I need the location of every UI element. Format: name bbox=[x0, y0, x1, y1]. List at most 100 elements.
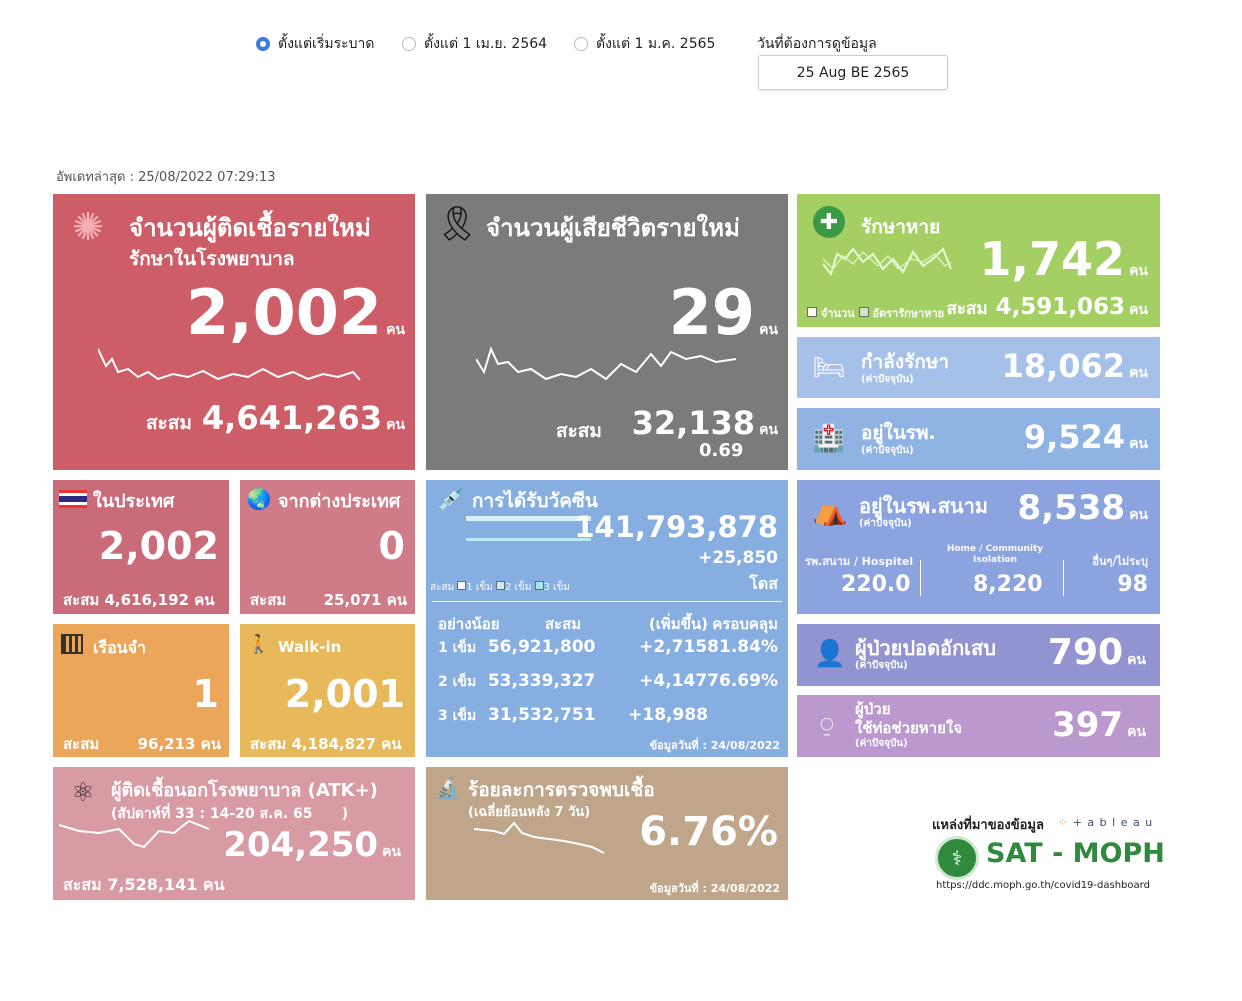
source-url[interactable]: https://ddc.moph.go.th/covid19-dashboard bbox=[936, 880, 1150, 891]
atk-sparkline bbox=[59, 819, 210, 849]
field-hospital-title: อยู่ในรพ.สนาม bbox=[859, 494, 988, 518]
microscope-icon: 🔬 bbox=[435, 776, 461, 800]
source-label: แหล่งที่มาของข้อมูล bbox=[932, 818, 1044, 833]
recovered-sparkline bbox=[823, 247, 952, 277]
radio-since-outbreak[interactable]: ตั้งแต่เริ่มระบาด bbox=[256, 33, 374, 55]
vaccine-total: 141,793,878 bbox=[574, 510, 778, 544]
globe-plane-icon: 🌏 bbox=[246, 487, 272, 511]
ventilator-tube-icon: ⍜ bbox=[820, 712, 834, 738]
positivity-title: ร้อยละการตรวจพบเชื้อ bbox=[468, 779, 655, 801]
unit: คน bbox=[194, 591, 215, 609]
header-coverage: ครอบคลุม bbox=[712, 615, 778, 633]
other-label: อื่นๆ/ไม่ระบุ bbox=[1092, 555, 1148, 568]
date-input[interactable]: 25 Aug BE 2565 bbox=[758, 55, 948, 90]
dose-cumulative: 56,921,800 bbox=[487, 637, 596, 657]
new-cases-title: จำนวนผู้ติดเชื้อรายใหม่ bbox=[129, 214, 371, 242]
radio-since-apr-2564[interactable]: ตั้งแต่ 1 เม.ย. 2564 bbox=[402, 33, 547, 55]
atk-title: ผู้ติดเชื้อนอกโรงพยาบาล (ATK+) bbox=[111, 780, 378, 801]
unit: คน bbox=[386, 417, 405, 433]
vaccine-table-header: อย่างน้อย สะสม (เพิ่มขึ้น) ครอบคลุม bbox=[438, 612, 778, 636]
header-cumulative: สะสม bbox=[544, 615, 582, 633]
dose-label: 1 เข็ม bbox=[438, 640, 477, 656]
vaccine-row: 2 เข็ม 53,339,327 +4,147 76.69% bbox=[438, 671, 778, 693]
recovered-card: ✚ รักษาหาย 1,742 คน จำนวน อัตรารักษาหาย ส… bbox=[797, 194, 1160, 327]
deaths-title: จำนวนผู้เสียชีวิตรายใหม่ bbox=[486, 214, 740, 242]
legend-cumulative: สะสม bbox=[430, 582, 455, 593]
radio-circle[interactable] bbox=[256, 37, 270, 51]
sat-moph-logo-text: SAT - MOPH bbox=[986, 838, 1165, 869]
walkin-value: 2,001 bbox=[284, 672, 405, 716]
death-rate: 0.69 bbox=[699, 440, 744, 461]
cum-label: สะสม bbox=[63, 591, 100, 609]
dose-label: 3 เข็ม bbox=[438, 708, 477, 724]
unit: คน bbox=[1127, 724, 1146, 740]
legend-recovery-rate: อัตรารักษาหาย bbox=[872, 307, 945, 320]
new-cases-sparkline bbox=[98, 348, 361, 381]
radio-circle[interactable] bbox=[574, 37, 588, 51]
vaccine-dose-unit: โดส bbox=[749, 574, 778, 593]
dose-increase: +2,715 bbox=[639, 637, 708, 657]
cum-label: สะสม bbox=[556, 420, 602, 442]
deaths-sparkline bbox=[476, 346, 737, 381]
header-increase: (เพิ่มขึ้น) bbox=[648, 615, 708, 633]
treating-value: 18,062 bbox=[1001, 347, 1126, 385]
treating-sub: (ค่าปัจจุบัน) bbox=[861, 374, 914, 385]
radio-label: ตั้งแต่เริ่มระบาด bbox=[278, 36, 375, 52]
cum-label: สะสม bbox=[946, 299, 988, 319]
radio-since-jan-2565[interactable]: ตั้งแต่ 1 ม.ค. 2565 bbox=[574, 33, 715, 55]
new-cases-subtitle: รักษาในโรงพยาบาล bbox=[129, 248, 295, 270]
dose-increase: +4,147 bbox=[639, 671, 708, 691]
dose-label: 2 เข็ม bbox=[438, 674, 477, 690]
vaccine-data-date: ข้อมูลวันที่ : 24/08/2022 bbox=[649, 739, 780, 752]
tableau-text: + a b l e a u bbox=[1072, 816, 1154, 829]
pneumonia-card: 👤 ผู้ป่วยปอดอักเสบ (ค่าปัจจุบัน) 790 คน bbox=[797, 624, 1160, 686]
radio-label: ตั้งแต่ 1 เม.ย. 2564 bbox=[424, 36, 548, 52]
recovered-value: 1,742 bbox=[979, 232, 1126, 286]
abroad-title: จากต่างประเทศ bbox=[278, 491, 401, 512]
pneumonia-sub: (ค่าปัจจุบัน) bbox=[855, 660, 908, 671]
vaccine-title: การได้รับวัคซีน bbox=[472, 490, 598, 512]
unit: คน bbox=[381, 735, 402, 753]
unit: คน bbox=[1129, 365, 1148, 381]
treating-card: 🛏 กำลังรักษา (ค่าปัจจุบัน) 18,062 คน bbox=[797, 337, 1160, 398]
prison-cumulative: 96,213 bbox=[137, 735, 196, 753]
abroad-value: 0 bbox=[378, 524, 405, 568]
home-isolation-label: Home / Community Isolation bbox=[946, 544, 1044, 565]
deaths-card: 🎗 จำนวนผู้เสียชีวิตรายใหม่ 29 คน สะสม 32,… bbox=[426, 194, 788, 470]
unit: คน bbox=[200, 735, 221, 753]
molecule-icon: ⚛ bbox=[71, 778, 95, 808]
domestic-cumulative: 4,616,192 bbox=[104, 591, 189, 609]
walkin-cumulative: 4,184,827 bbox=[291, 735, 376, 753]
syringe-icon: 💉 bbox=[437, 487, 465, 513]
divider bbox=[1063, 560, 1064, 596]
legend-dose2: 2 เข็ม bbox=[504, 582, 532, 593]
cum-label: สะสม bbox=[63, 875, 102, 894]
divider bbox=[432, 601, 782, 602]
hospitel-label: รพ.สนาม / Hospitel bbox=[805, 555, 914, 568]
dose-coverage bbox=[708, 705, 778, 727]
positivity-data-date: ข้อมูลวันที่ : 24/08/2022 bbox=[649, 882, 780, 895]
domestic-title: ในประเทศ bbox=[93, 491, 175, 512]
recovered-title: รักษาหาย bbox=[861, 216, 941, 238]
last-updated: อัพเดทล่าสุด : 25/08/2022 07:29:13 bbox=[56, 170, 276, 185]
cum-label: สะสม bbox=[250, 735, 287, 753]
new-cases-value: 2,002 bbox=[185, 276, 383, 349]
dose-coverage: 81.84% bbox=[707, 637, 778, 657]
dose-increase: +18,988 bbox=[628, 705, 708, 725]
unit: คน bbox=[759, 422, 778, 438]
unit: คน bbox=[386, 591, 407, 609]
dose-cumulative: 53,339,327 bbox=[487, 671, 596, 691]
vaccine-bar-dose1 bbox=[466, 516, 591, 521]
field-hospital-card: ⛺ อยู่ในรพ.สนาม (ค่าปัจจุบัน) 8,538 คน รพ… bbox=[797, 480, 1160, 614]
radio-circle[interactable] bbox=[402, 37, 416, 51]
legend-count: จำนวน bbox=[820, 307, 855, 320]
atk-value: 204,250 bbox=[223, 825, 379, 865]
ventilator-title-line2: ใช้ท่อช่วยหายใจ bbox=[855, 719, 963, 737]
domestic-value: 2,002 bbox=[98, 524, 219, 568]
positivity-card: 🔬 ร้อยละการตรวจพบเชื้อ (เฉลี่ยย้อนหลัง 7… bbox=[426, 767, 788, 900]
recovered-cumulative: 4,591,063 bbox=[995, 294, 1126, 320]
radio-label: ตั้งแต่ 1 ม.ค. 2565 bbox=[596, 36, 716, 52]
vaccine-card: 💉 การได้รับวัคซีน 141,793,878 +25,850 โด… bbox=[426, 480, 788, 757]
new-cases-card: ✺ จำนวนผู้ติดเชื้อรายใหม่ รักษาในโรงพยาบ… bbox=[53, 194, 415, 470]
field-hospital-value: 8,538 bbox=[1017, 488, 1126, 528]
